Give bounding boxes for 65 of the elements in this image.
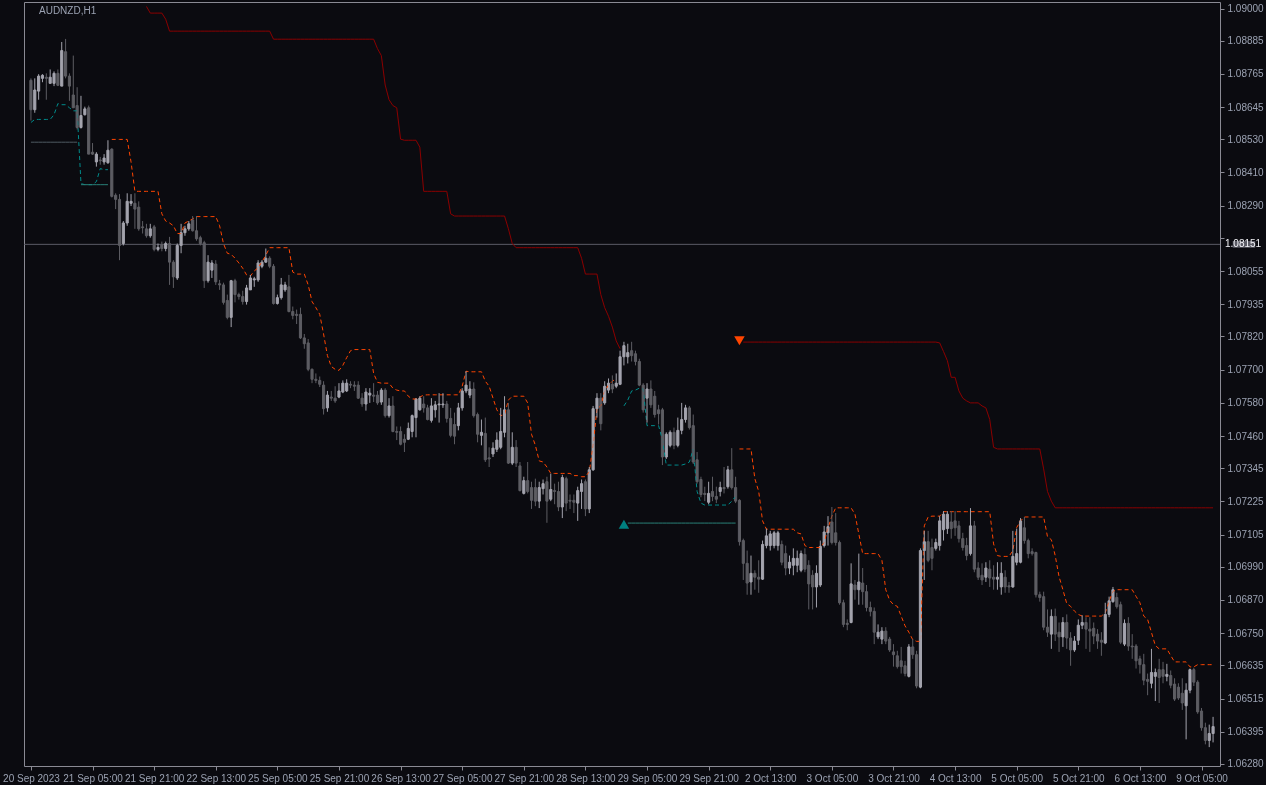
y-tick-label: 1.07820 [1227,330,1265,342]
y-tick-label: 1.06750 [1227,627,1265,639]
y-tick-label: 1.08885 [1227,35,1265,47]
y-tick-label: 1.06395 [1227,726,1265,738]
x-tick-label: 25 Sep 21:00 [309,772,370,784]
candlestick [899,646,903,675]
y-tick-label: 1.06990 [1227,561,1265,573]
chart-title: AUDNZD,H1 [39,5,97,16]
x-tick-label: 21 Sep 21:00 [124,772,185,784]
candlestick [564,476,568,512]
candlestick [1011,530,1015,589]
x-tick-label: 26 Sep 13:00 [371,772,432,784]
x-tick-label: 4 Oct 13:00 [929,772,982,784]
candlestick [795,550,799,573]
candlestick [229,279,233,328]
candlestick [872,606,876,645]
y-tick-label: 1.07935 [1227,298,1265,310]
y-tick-label: 1.09000 [1227,3,1265,15]
y-tick-label: 1.08055 [1227,265,1265,277]
y-tick-label: 1.08410 [1227,166,1265,178]
ref-line-label: 1.08151 [1225,238,1262,250]
x-tick-label: 2 Oct 13:00 [744,772,798,784]
y-tick-label: 1.08290 [1227,200,1265,212]
y-tick-label: 1.07105 [1227,529,1265,541]
x-tick-label: 3 Oct 21:00 [868,772,921,784]
x-tick-label: 25 Sep 05:00 [248,772,309,784]
y-tick-label: 1.06635 [1227,659,1265,671]
x-tick-label: 28 Sep 13:00 [556,772,617,784]
x-tick-label: 5 Oct 05:00 [991,772,1044,784]
y-tick-label: 1.08530 [1227,133,1265,145]
x-tick-label: 27 Sep 21:00 [494,772,555,784]
y-tick-label: 1.08765 [1227,68,1265,80]
y-tick-label: 1.06515 [1227,693,1265,705]
y-tick-label: 1.07580 [1227,397,1265,409]
y-tick-label: 1.07460 [1227,430,1265,442]
candlestick [279,277,283,301]
x-tick-label: 6 Oct 13:00 [1114,772,1167,784]
candlestick [341,379,345,394]
candlestick [718,481,722,497]
x-tick-label: 29 Sep 05:00 [617,772,678,784]
x-tick-label: 29 Sep 21:00 [679,772,740,784]
candlestick [383,387,387,419]
candlestick [1157,658,1161,704]
candlestick [522,476,526,495]
candlestick [48,68,52,84]
x-tick-label: 3 Oct 05:00 [806,772,859,784]
x-tick-label: 20 Sep 2023 [3,772,61,784]
x-tick-label: 27 Sep 05:00 [432,772,493,784]
x-tick-label: 9 Oct 05:00 [1176,772,1229,784]
candlestick [537,481,541,509]
x-tick-label: 22 Sep 13:00 [186,772,247,784]
candlestick [857,553,861,606]
y-tick-label: 1.07225 [1227,495,1265,507]
candlestick [264,248,268,264]
candlestick [1088,616,1092,653]
candlestick [372,382,376,403]
y-tick-label: 1.06870 [1227,594,1265,606]
y-tick-label: 1.06280 [1227,758,1265,770]
candlestick [187,220,191,232]
x-tick-label: 5 Oct 21:00 [1052,772,1106,784]
y-tick-label: 1.08645 [1227,101,1265,113]
y-tick-label: 1.07700 [1227,364,1265,376]
candlestick [329,390,333,402]
x-tick-label: 21 Sep 05:00 [63,772,124,784]
y-tick-label: 1.07345 [1227,462,1265,474]
